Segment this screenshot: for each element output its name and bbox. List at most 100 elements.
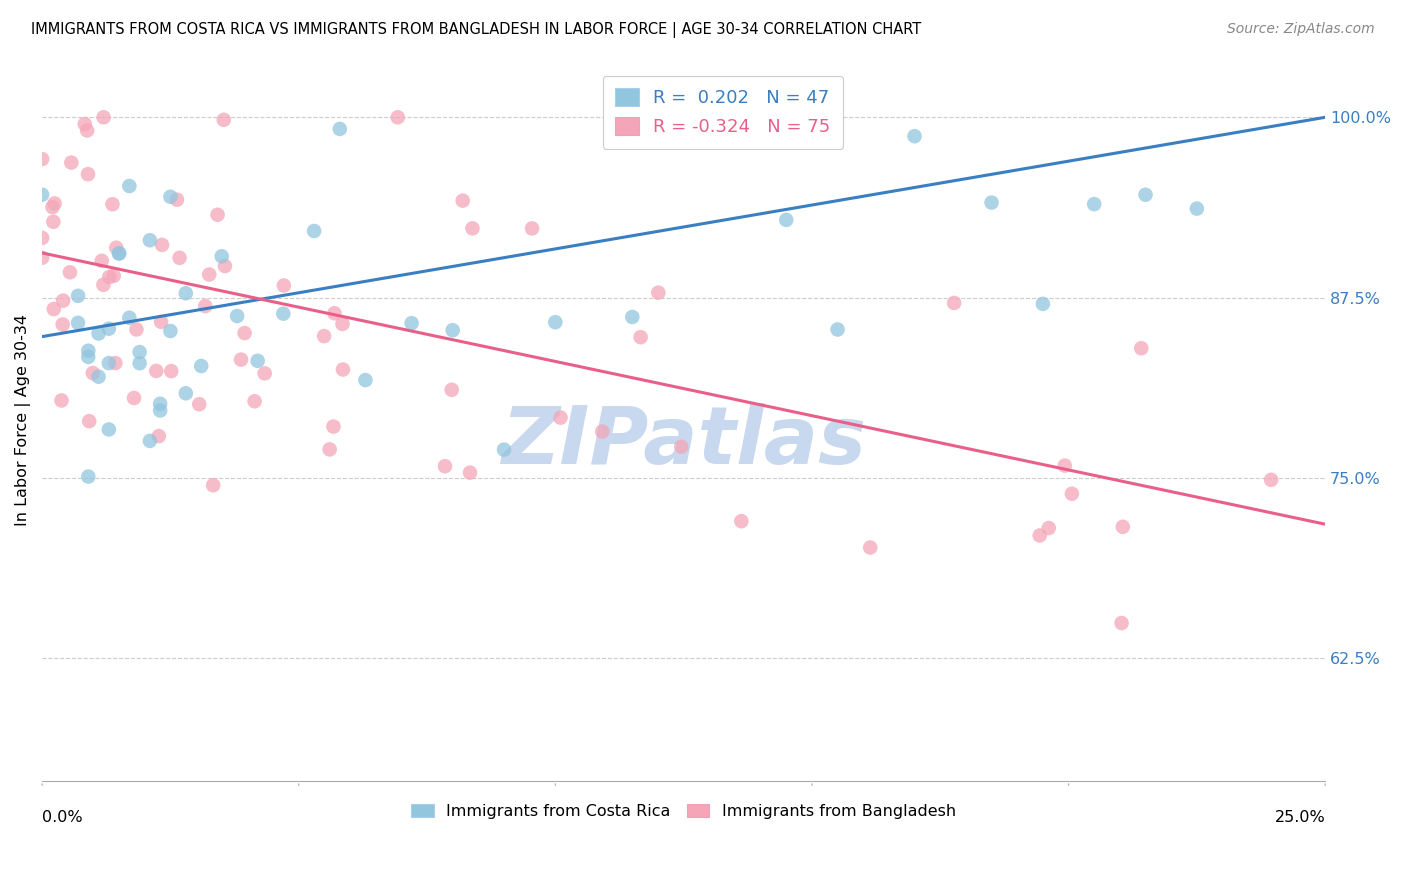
- Point: [1038, 521, 1060, 535]
- Point: [104, 356, 127, 370]
- Point: [211, 249, 233, 263]
- Point: [458, 466, 481, 480]
- Point: [145, 364, 167, 378]
- Point: [103, 268, 125, 283]
- Point: [97, 356, 120, 370]
- Point: [1260, 473, 1282, 487]
- Point: [329, 122, 352, 136]
- Point: [150, 315, 173, 329]
- Point: [118, 310, 141, 325]
- Point: [591, 425, 613, 439]
- Point: [243, 394, 266, 409]
- Point: [1032, 297, 1054, 311]
- Point: [59, 265, 82, 279]
- Point: [323, 306, 346, 320]
- Point: [77, 350, 100, 364]
- Point: [108, 246, 131, 260]
- Point: [149, 403, 172, 417]
- Point: [77, 414, 100, 428]
- Point: [226, 309, 249, 323]
- Point: [730, 514, 752, 528]
- Point: [1135, 187, 1157, 202]
- Point: [44, 196, 66, 211]
- Point: [98, 270, 121, 285]
- Point: [697, 127, 720, 141]
- Point: [160, 364, 183, 378]
- Point: [77, 469, 100, 483]
- Point: [60, 155, 83, 169]
- Point: [775, 213, 797, 227]
- Point: [149, 397, 172, 411]
- Point: [52, 318, 75, 332]
- Point: [82, 366, 104, 380]
- Point: [52, 293, 75, 308]
- Point: [246, 353, 269, 368]
- Text: Source: ZipAtlas.com: Source: ZipAtlas.com: [1227, 22, 1375, 37]
- Point: [520, 221, 543, 235]
- Point: [41, 200, 63, 214]
- Point: [139, 233, 162, 247]
- Point: [1185, 202, 1208, 216]
- Point: [461, 221, 484, 235]
- Point: [42, 301, 65, 316]
- Point: [354, 373, 377, 387]
- Point: [441, 323, 464, 337]
- Point: [31, 231, 53, 245]
- Point: [233, 326, 256, 340]
- Point: [492, 442, 515, 457]
- Point: [90, 253, 112, 268]
- Point: [97, 422, 120, 436]
- Text: 0.0%: 0.0%: [42, 810, 83, 825]
- Point: [93, 111, 115, 125]
- Y-axis label: In Labor Force | Age 30-34: In Labor Force | Age 30-34: [15, 314, 31, 526]
- Point: [827, 322, 849, 336]
- Point: [190, 359, 212, 373]
- Point: [1053, 458, 1076, 473]
- Point: [139, 434, 162, 448]
- Point: [97, 321, 120, 335]
- Point: [174, 286, 197, 301]
- Point: [77, 167, 100, 181]
- Point: [166, 193, 188, 207]
- Point: [128, 356, 150, 370]
- Point: [118, 179, 141, 194]
- Point: [169, 251, 191, 265]
- Point: [159, 324, 181, 338]
- Point: [859, 541, 882, 555]
- Point: [332, 362, 354, 376]
- Text: IMMIGRANTS FROM COSTA RICA VS IMMIGRANTS FROM BANGLADESH IN LABOR FORCE | AGE 30: IMMIGRANTS FROM COSTA RICA VS IMMIGRANTS…: [31, 22, 921, 38]
- Point: [1112, 520, 1135, 534]
- Point: [302, 224, 325, 238]
- Point: [273, 278, 295, 293]
- Point: [122, 391, 145, 405]
- Point: [105, 241, 128, 255]
- Point: [647, 285, 669, 300]
- Point: [229, 352, 252, 367]
- Point: [31, 152, 53, 166]
- Point: [434, 459, 457, 474]
- Point: [273, 307, 295, 321]
- Point: [67, 316, 90, 330]
- Legend: R =  0.202   N = 47, R = -0.324   N = 75: R = 0.202 N = 47, R = -0.324 N = 75: [603, 76, 844, 149]
- Point: [67, 289, 90, 303]
- Point: [451, 194, 474, 208]
- Point: [202, 478, 225, 492]
- Point: [87, 369, 110, 384]
- Point: [101, 197, 124, 211]
- Point: [42, 215, 65, 229]
- Point: [207, 208, 229, 222]
- Point: [150, 238, 173, 252]
- Point: [671, 440, 693, 454]
- Point: [128, 345, 150, 359]
- Point: [214, 259, 236, 273]
- Point: [943, 296, 966, 310]
- Point: [1083, 197, 1105, 211]
- Point: [253, 367, 276, 381]
- Point: [544, 315, 567, 329]
- Point: [440, 383, 463, 397]
- Point: [93, 277, 115, 292]
- Point: [630, 330, 652, 344]
- Point: [76, 123, 98, 137]
- Point: [322, 419, 344, 434]
- Point: [87, 326, 110, 341]
